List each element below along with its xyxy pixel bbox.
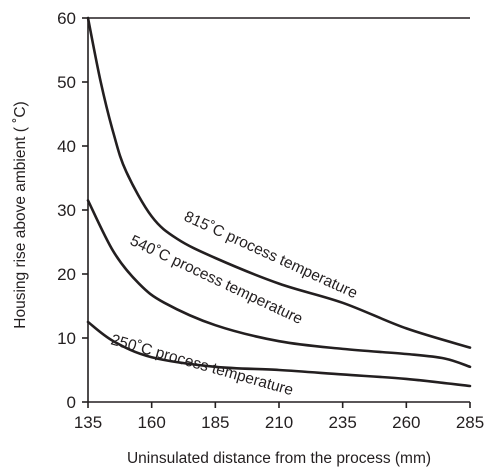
y-tick-label: 30: [57, 201, 76, 220]
x-tick-label: 260: [392, 413, 420, 432]
curves: [86, 16, 472, 388]
curve-labels: 815˚C process temperature 540˚C process …: [109, 208, 360, 399]
y-axis-title: Housing rise above ambient ( ˚C): [12, 101, 29, 328]
x-tick-label: 210: [265, 413, 293, 432]
x-tick-label: 185: [201, 413, 229, 432]
y-ticks: 0 10 20 30 40 50 60: [57, 9, 88, 412]
y-tick-label: 0: [67, 393, 76, 412]
x-tick-label: 235: [328, 413, 356, 432]
series-815-curve: [86, 16, 472, 349]
x-tick-label: 135: [74, 413, 102, 432]
series-250-curve: [86, 320, 472, 388]
y-tick-label: 20: [57, 265, 76, 284]
y-tick-label: 60: [57, 9, 76, 28]
x-tick-label: 160: [137, 413, 165, 432]
x-tick-label: 285: [456, 413, 484, 432]
series-540-curve: [86, 199, 472, 369]
y-tick-label: 10: [57, 329, 76, 348]
series-label-540: 540˚C process temperature: [127, 232, 305, 328]
y-tick-label: 40: [57, 137, 76, 156]
series-label-250: 250˚C process temperature: [109, 331, 295, 399]
y-tick-label: 50: [57, 73, 76, 92]
x-ticks: 135 160 185 210 235 260 285: [74, 402, 484, 432]
x-axis-title: Uninsulated distance from the process (m…: [127, 450, 431, 467]
